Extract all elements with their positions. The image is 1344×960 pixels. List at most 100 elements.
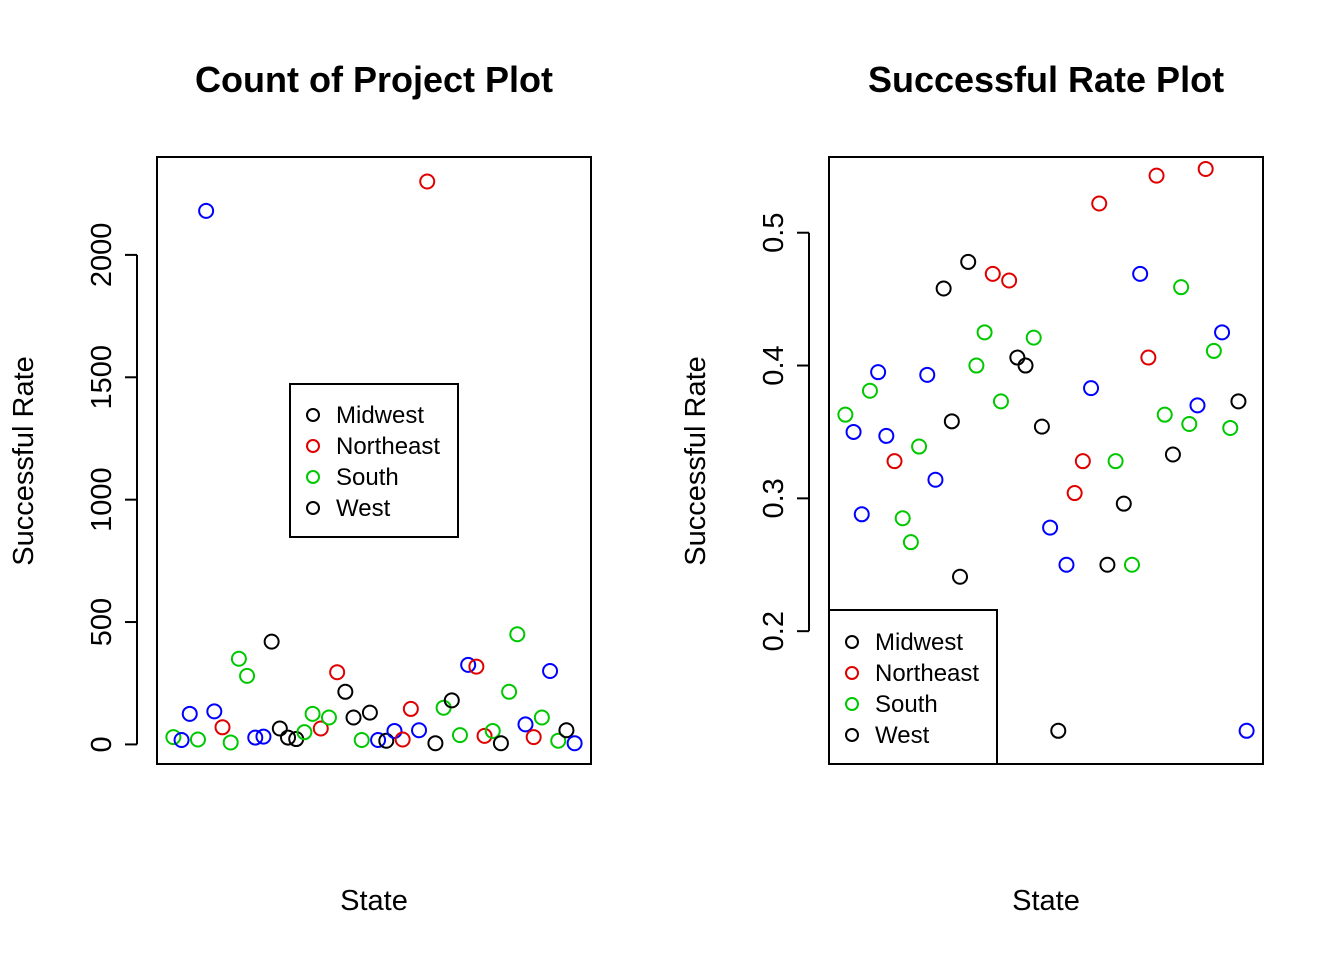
data-point — [468, 658, 485, 675]
data-point — [845, 423, 862, 440]
data-point — [501, 683, 518, 700]
legend-label: Midwest — [336, 402, 424, 429]
data-point — [370, 732, 387, 749]
data-point — [1083, 380, 1100, 397]
data-point — [460, 656, 477, 673]
y-tick-label: 500 — [86, 598, 118, 646]
data-point — [411, 722, 428, 739]
data-point — [902, 534, 919, 551]
data-point — [992, 393, 1009, 410]
data-point — [837, 406, 854, 423]
data-point — [165, 729, 182, 746]
data-point — [492, 735, 509, 752]
data-point — [1091, 195, 1108, 212]
data-point — [345, 709, 362, 726]
data-point — [402, 700, 419, 717]
data-point — [919, 366, 936, 383]
data-point — [1164, 446, 1181, 463]
plot-frame — [156, 156, 592, 765]
data-point — [853, 506, 870, 523]
data-point — [263, 633, 280, 650]
data-point — [542, 662, 559, 679]
data-point — [394, 731, 411, 748]
data-point — [419, 173, 436, 190]
data-point — [952, 568, 969, 585]
data-point — [312, 720, 329, 737]
data-point — [1156, 406, 1173, 423]
legend-symbol — [845, 666, 859, 680]
data-point — [1148, 167, 1165, 184]
legend-label: Northeast — [875, 660, 979, 687]
data-point — [484, 722, 501, 739]
data-point — [943, 413, 960, 430]
data-point — [1222, 419, 1239, 436]
data-point — [935, 280, 952, 297]
data-point — [451, 727, 468, 744]
data-point — [427, 735, 444, 752]
y-tick-label: 2000 — [86, 223, 118, 288]
successful-rate-plot: Successful Rate Plot State Successful Ra… — [680, 59, 1264, 917]
data-point — [1181, 415, 1198, 432]
data-point — [304, 705, 321, 722]
data-point — [886, 453, 903, 470]
data-point — [878, 427, 895, 444]
y-axis-title: Successful Rate — [680, 356, 712, 566]
data-point — [566, 735, 583, 752]
legend-label: West — [336, 495, 391, 522]
data-point — [173, 732, 190, 749]
data-point — [960, 253, 977, 270]
legend-label: South — [336, 464, 399, 491]
x-axis-title: State — [1012, 885, 1080, 917]
legend-symbol — [845, 697, 859, 711]
data-point — [443, 692, 460, 709]
y-tick-label: 1500 — [86, 345, 118, 410]
data-point — [222, 734, 239, 751]
data-point — [271, 720, 288, 737]
data-point — [525, 729, 542, 746]
data-point — [247, 729, 264, 746]
legend-symbol — [306, 470, 320, 484]
data-point — [280, 729, 297, 746]
legend-label: Northeast — [336, 433, 440, 460]
data-point — [911, 438, 928, 455]
data-point — [894, 510, 911, 527]
data-point — [517, 716, 534, 733]
data-point — [509, 626, 526, 643]
plot-frame — [828, 156, 1264, 765]
data-point — [1017, 357, 1034, 374]
legend-symbol — [845, 635, 859, 649]
data-point — [230, 650, 247, 667]
data-point — [1132, 265, 1149, 282]
data-point — [1107, 453, 1124, 470]
chart-title: Count of Project Plot — [195, 59, 553, 100]
data-point — [1197, 160, 1214, 177]
y-tick-label: 0 — [86, 736, 118, 752]
y-tick-label: 0.3 — [758, 478, 790, 518]
data-point — [329, 664, 346, 681]
data-point — [1123, 556, 1140, 573]
data-point — [255, 728, 272, 745]
data-point — [1189, 397, 1206, 414]
data-point — [1058, 556, 1075, 573]
data-points — [165, 173, 583, 752]
data-point — [1074, 453, 1091, 470]
data-point — [239, 667, 256, 684]
y-axis: 0 500 1000 1500 2000 — [86, 223, 138, 752]
y-tick-label: 1000 — [86, 467, 118, 532]
data-point — [558, 722, 575, 739]
data-point — [1173, 279, 1190, 296]
data-point — [353, 732, 370, 749]
data-point — [1099, 556, 1116, 573]
data-point — [1050, 722, 1067, 739]
data-point — [927, 471, 944, 488]
data-point — [206, 703, 223, 720]
data-point — [1115, 495, 1132, 512]
data-point — [1214, 324, 1231, 341]
data-point — [181, 705, 198, 722]
data-point — [386, 722, 403, 739]
data-point — [1009, 349, 1026, 366]
legend: Midwest Northeast South West — [828, 609, 998, 765]
data-point — [435, 699, 452, 716]
data-point — [476, 727, 493, 744]
